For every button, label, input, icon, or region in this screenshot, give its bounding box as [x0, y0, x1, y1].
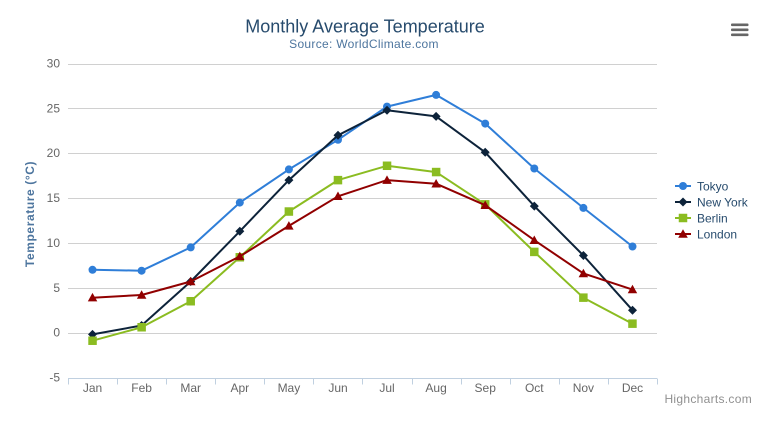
svg-text:20: 20: [47, 146, 61, 160]
svg-text:New York: New York: [697, 196, 749, 210]
svg-text:5: 5: [53, 281, 60, 295]
svg-text:Nov: Nov: [573, 381, 594, 395]
svg-text:Dec: Dec: [622, 381, 643, 395]
svg-text:Aug: Aug: [425, 381, 446, 395]
svg-text:Mar: Mar: [180, 381, 201, 395]
svg-text:Berlin: Berlin: [697, 212, 728, 226]
svg-text:Feb: Feb: [131, 381, 152, 395]
svg-text:Sep: Sep: [475, 381, 497, 395]
svg-text:10: 10: [47, 236, 61, 250]
svg-text:Temperature (°C): Temperature (°C): [23, 161, 37, 267]
svg-text:Oct: Oct: [525, 381, 544, 395]
svg-text:30: 30: [47, 57, 61, 71]
svg-text:Monthly Average Temperature: Monthly Average Temperature: [245, 17, 484, 37]
svg-text:Jul: Jul: [379, 381, 394, 395]
svg-text:Jun: Jun: [328, 381, 347, 395]
svg-text:May: May: [278, 381, 301, 395]
svg-text:Jan: Jan: [83, 381, 102, 395]
svg-text:-5: -5: [49, 371, 60, 385]
svg-text:25: 25: [47, 101, 61, 115]
svg-text:London: London: [697, 228, 737, 242]
svg-text:Source: WorldClimate.com: Source: WorldClimate.com: [289, 37, 439, 51]
svg-text:Tokyo: Tokyo: [697, 180, 729, 194]
svg-text:0: 0: [53, 326, 60, 340]
svg-text:Apr: Apr: [230, 381, 249, 395]
svg-text:15: 15: [47, 191, 61, 205]
svg-text:Highcharts.com: Highcharts.com: [664, 392, 752, 406]
